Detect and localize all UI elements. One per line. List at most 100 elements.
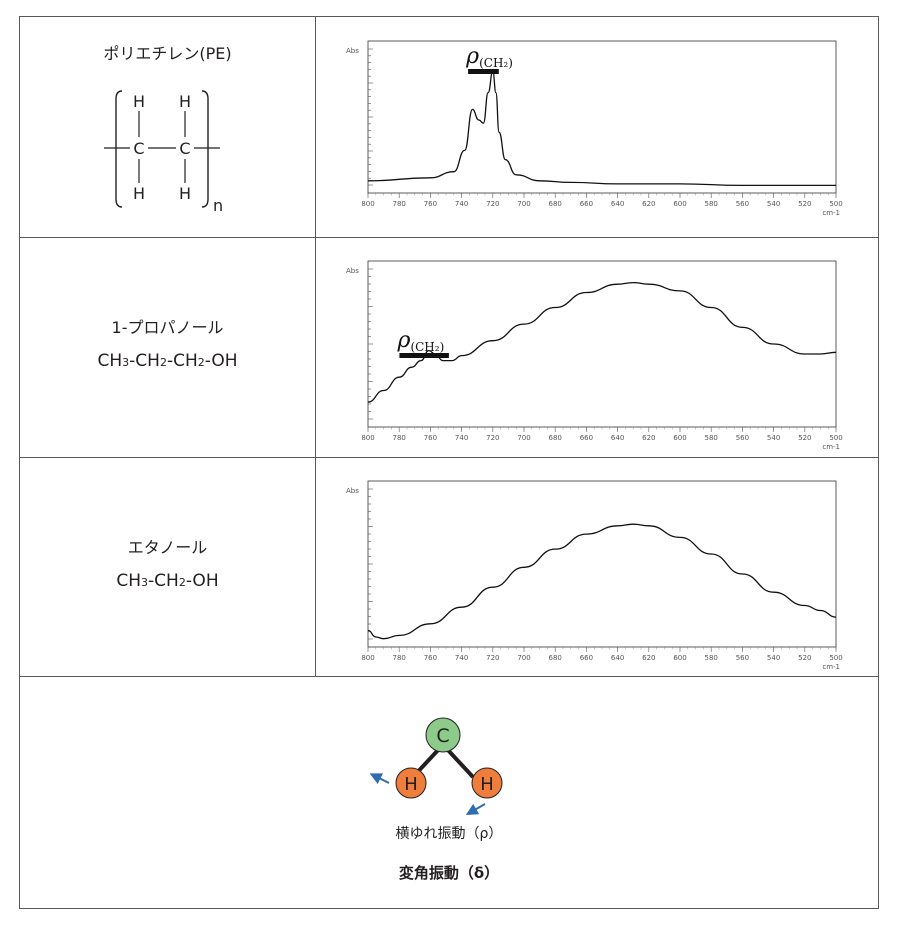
- peak-label-rho: ρ: [465, 44, 479, 69]
- x-tick-label: 720: [486, 654, 499, 662]
- x-tick-label: 620: [642, 200, 655, 208]
- x-tick-label: 800: [361, 654, 374, 662]
- left-bracket: [115, 90, 123, 208]
- spectrum-chart-propanol: Abs 800 780 760 740 720 700 680 660 640 620 600 580 5…: [346, 260, 843, 451]
- vibration-illustration-cell: C H H 横ゆれ振動（ρ） 変角振動（δ）: [20, 677, 878, 909]
- x-tick-label: 540: [767, 200, 780, 208]
- x-tick-label: 700: [517, 200, 530, 208]
- row-polyethylene-label-cell: ポリエチレン(PE) H H C C H H n: [20, 17, 315, 237]
- row-propanol-spectrum-cell: Abs 800 780 760 740 720 700 680 660 640 620 600 580 5…: [316, 237, 879, 457]
- hydrogen-atom-left: [395, 767, 427, 799]
- x-tick-label: 720: [486, 200, 499, 208]
- compound-formula: CH3-CH2-OH: [20, 570, 315, 594]
- x-tick-label: 600: [673, 654, 686, 662]
- row-divider: [20, 237, 878, 238]
- x-tick-label: 520: [798, 654, 811, 662]
- formula-subscript: 2: [178, 576, 186, 589]
- formula-part: -OH: [204, 351, 238, 371]
- x-tick-label: 760: [424, 434, 437, 442]
- x-tick-label: 660: [580, 654, 593, 662]
- compound-formula: CH3-CH2-CH2-OH: [20, 350, 315, 374]
- y-axis-label: Abs: [346, 487, 359, 495]
- compound-name: エタノール: [127, 538, 208, 557]
- carbon-atom: [425, 717, 461, 753]
- y-axis-label: Abs: [346, 267, 359, 275]
- column-divider: [315, 17, 316, 676]
- x-tick-label: 800: [361, 434, 374, 442]
- x-tick-label: 500: [829, 200, 842, 208]
- x-tick-label: 700: [517, 434, 530, 442]
- x-tick-label: 720: [486, 434, 499, 442]
- peak-label-sub: (CH₂): [479, 56, 513, 70]
- x-tick-label: 740: [455, 200, 468, 208]
- row-ethanol-label-cell: エタノール CH3-CH2-OH: [20, 457, 315, 676]
- x-tick-label: 520: [798, 200, 811, 208]
- compound-name: ポリエチレン(PE): [103, 44, 232, 63]
- x-tick-label: 620: [642, 434, 655, 442]
- formula-part: -CH: [129, 351, 160, 371]
- hydrogen-label: H: [480, 774, 494, 795]
- spectrum-line: [367, 523, 837, 640]
- row-divider: [20, 457, 878, 458]
- peak-label-sub: (CH₂): [410, 340, 444, 354]
- formula-subscript: 2: [159, 356, 167, 369]
- polyethylene-structure: H H C C H H n: [104, 90, 223, 215]
- row-propanol-label-cell: 1-プロパノール CH3-CH2-CH2-OH: [20, 237, 315, 457]
- x-tick-label: 680: [549, 654, 562, 662]
- x-tick-label: 560: [736, 434, 749, 442]
- atom-h: H: [179, 184, 191, 203]
- x-tick-label: 520: [798, 434, 811, 442]
- atom-c: C: [133, 139, 144, 158]
- atom-h: H: [133, 92, 145, 111]
- peak-label-rho: ρ: [396, 328, 410, 353]
- right-bracket: [201, 90, 209, 208]
- comparison-table: ポリエチレン(PE) H H C C H H n Abs 800 780 760 740…: [19, 16, 879, 909]
- x-axis-label: cm-1: [822, 663, 840, 671]
- plot-frame: [367, 40, 837, 194]
- x-tick-label: 760: [424, 654, 437, 662]
- formula-part: CH: [97, 351, 123, 371]
- x-tick-label: 760: [424, 200, 437, 208]
- formula-part: -OH: [185, 571, 219, 591]
- atom-c: C: [179, 139, 190, 158]
- repeat-subscript: n: [213, 196, 223, 215]
- row-polyethylene-spectrum-cell: Abs 800 780 760 740 720 700 680 660 640 620 600 580 5…: [316, 17, 879, 237]
- formula-subscript: 2: [197, 356, 205, 369]
- x-tick-label: 780: [393, 200, 406, 208]
- x-tick-label: 600: [673, 200, 686, 208]
- x-tick-label: 740: [455, 654, 468, 662]
- x-tick-label: 660: [580, 434, 593, 442]
- x-tick-label: 680: [549, 200, 562, 208]
- hydrogen-label: H: [404, 774, 418, 795]
- bond: [445, 747, 475, 779]
- spectrum-chart-ethanol: Abs 800 780 760 740 720 700 680 660 640 620 600 580 5…: [346, 480, 843, 671]
- x-tick-label: 640: [611, 200, 624, 208]
- x-tick-label: 780: [393, 654, 406, 662]
- x-tick-label: 640: [611, 654, 624, 662]
- formula-part: CH: [116, 571, 142, 591]
- atom-h: H: [133, 184, 145, 203]
- rocking-caption: 横ゆれ振動（ρ）: [395, 826, 503, 842]
- rocking-vibration-diagram: C H H: [369, 717, 503, 815]
- x-tick-label: 680: [549, 434, 562, 442]
- x-tick-label: 580: [705, 654, 718, 662]
- atom-h: H: [179, 92, 191, 111]
- x-tick-label: 580: [705, 200, 718, 208]
- spectrum-line: [367, 70, 836, 187]
- hydrogen-atom-right: [471, 767, 503, 799]
- carbon-label: C: [436, 725, 449, 747]
- x-axis-label: cm-1: [822, 209, 840, 217]
- spectrum-line: [367, 281, 837, 403]
- formula-part: -CH: [148, 571, 179, 591]
- x-tick-label: 800: [361, 200, 374, 208]
- x-tick-label: 580: [705, 434, 718, 442]
- spectrum-chart-polyethylene: Abs 800 780 760 740 720 700 680 660 640 620 600 580 5…: [346, 40, 843, 217]
- x-axis-label: cm-1: [822, 443, 840, 451]
- x-tick-label: 640: [611, 434, 624, 442]
- x-tick-label: 560: [736, 654, 749, 662]
- x-tick-label: 500: [829, 434, 842, 442]
- formula-subscript: 3: [122, 356, 130, 369]
- motion-arrow-icon: [465, 803, 486, 815]
- x-tick-label: 660: [580, 200, 593, 208]
- x-tick-label: 620: [642, 654, 655, 662]
